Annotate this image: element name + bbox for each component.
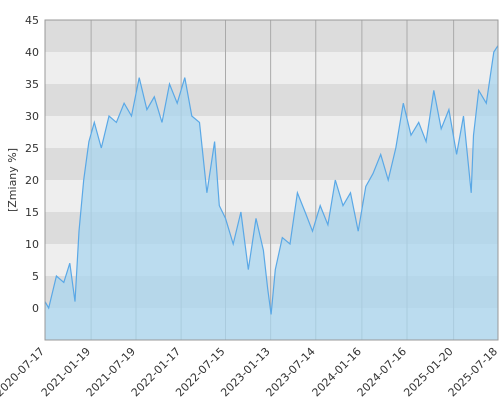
y-tick-label: 5: [32, 270, 39, 283]
y-tick-label: 30: [25, 110, 39, 123]
y-tick-label: 35: [25, 78, 39, 91]
y-tick-label: 40: [25, 46, 39, 59]
y-tick-label: 15: [25, 206, 39, 219]
area-fill: [45, 45, 498, 340]
band: [45, 52, 498, 84]
band: [45, 20, 498, 52]
y-tick-label: 20: [25, 174, 39, 187]
band: [45, 84, 498, 116]
y-tick-label: 45: [25, 14, 39, 27]
line: [44, 45, 499, 315]
y-tick-label: 0: [32, 302, 39, 315]
plot-border: [44, 19, 499, 341]
y-tick-label: 25: [25, 142, 39, 155]
y-axis-label: [Zmiany %]: [6, 148, 19, 212]
y-tick-label: 10: [25, 238, 39, 251]
